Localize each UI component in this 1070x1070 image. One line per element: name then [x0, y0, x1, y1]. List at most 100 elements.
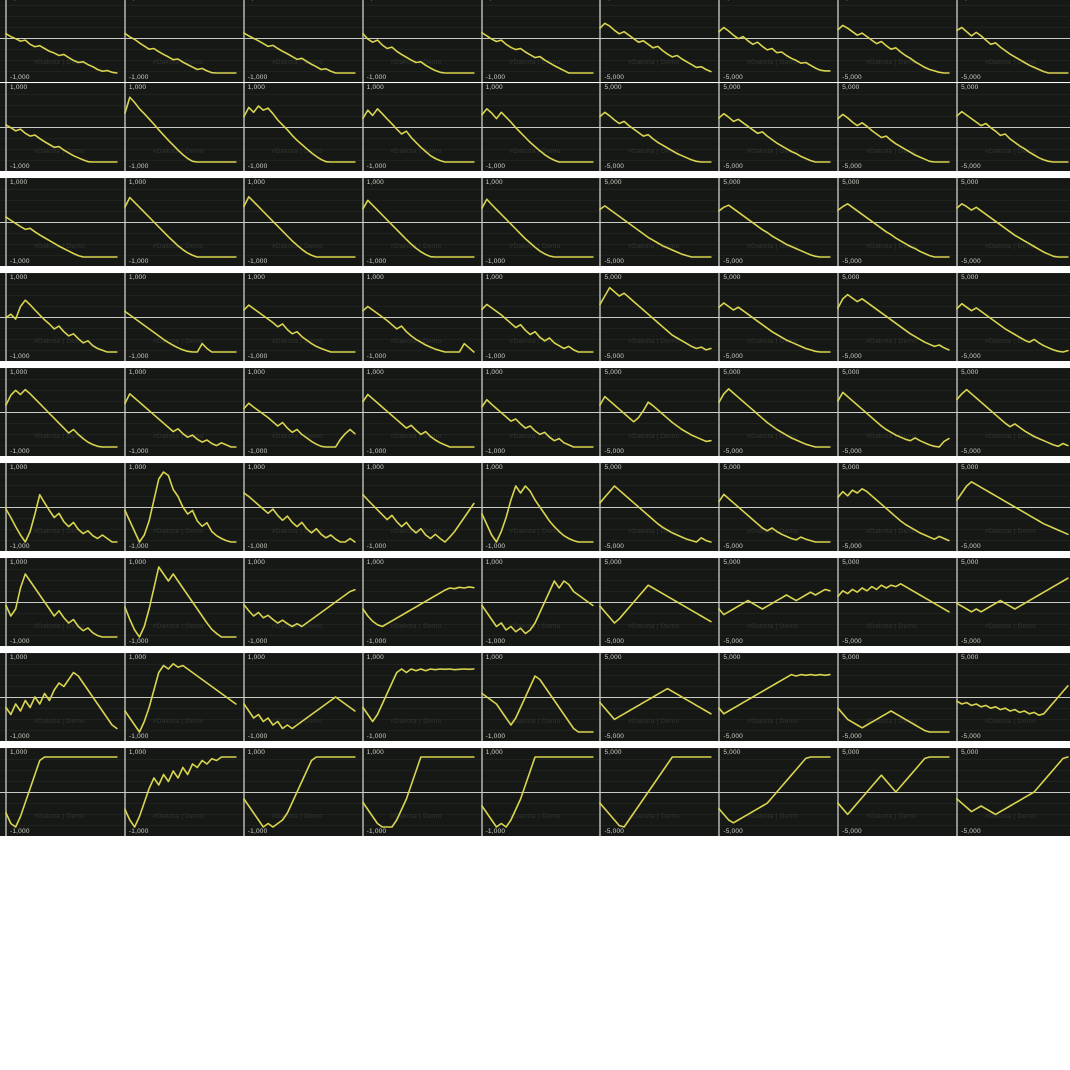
y-axis-line: [718, 0, 721, 82]
sparkline-panel[interactable]: #Dakota | Demo 5,000 -5,000: [951, 83, 1070, 171]
zero-reference-line: [118, 697, 238, 698]
y-axis-max-label: 1,000: [485, 749, 503, 756]
sparkline-panel[interactable]: #Dakota | Demo 1,000 -1,000: [0, 463, 119, 551]
sparkline-panel[interactable]: #Dakota | Demo 5,000 -5,000: [713, 178, 833, 266]
sparkline-panel[interactable]: #Dakota | Demo 1,000 -1,000: [237, 463, 357, 551]
sparkline-panel[interactable]: #Dakota | Demo 1,000 -1,000: [475, 368, 595, 456]
sparkline-panel[interactable]: #Dakota | Demo 1,000 -1,000: [237, 83, 357, 171]
sparkline-panel[interactable]: #Dakota | Demo 1,000 -1,000: [475, 273, 595, 361]
sparkline-panel[interactable]: #Dakota | Demo 1,000 -1,000: [356, 653, 476, 741]
sparkline-panel[interactable]: #Dakota | Demo 1,000 -1,000: [118, 463, 238, 551]
sparkline-panel[interactable]: #Dakota | Demo 1,000 -1,000: [118, 0, 238, 82]
sparkline-panel[interactable]: #Dakota | Demo 5,000 -5,000: [594, 368, 714, 456]
sparkline-panel[interactable]: #Dakota | Demo 5,000 -5,000: [594, 748, 714, 836]
sparkline-panel[interactable]: #Dakota | Demo 5,000 -5,000: [713, 748, 833, 836]
y-axis-min-label: -1,000: [485, 258, 506, 265]
sparkline-panel[interactable]: #Dakota | Demo 5,000 -5,000: [832, 558, 952, 646]
sparkline-panel[interactable]: #Dakota | Demo 5,000 -5,000: [713, 83, 833, 171]
sparkline-panel[interactable]: #Dakota | Demo 5,000 -5,000: [594, 0, 714, 82]
sparkline-panel[interactable]: #Dakota | Demo 5,000 -5,000: [832, 463, 952, 551]
sparkline-panel[interactable]: #Dakota | Demo 1,000 -1,000: [0, 83, 119, 171]
sparkline-panel[interactable]: #Dakota | Demo 5,000 -5,000: [951, 748, 1070, 836]
sparkline-panel[interactable]: #Dakota | Demo 1,000 -1,000: [0, 748, 119, 836]
sparkline-panel[interactable]: #Dakota | Demo 5,000 -5,000: [594, 273, 714, 361]
sparkline-panel[interactable]: #Dakota | Demo 5,000 -5,000: [832, 748, 952, 836]
sparkline-panel[interactable]: #Dakota | Demo 5,000 -5,000: [951, 463, 1070, 551]
sparkline-panel[interactable]: #Dakota | Demo 1,000 -1,000: [356, 748, 476, 836]
sparkline-panel[interactable]: #Dakota | Demo 5,000 -5,000: [951, 178, 1070, 266]
sparkline-panel[interactable]: #Dakota | Demo 5,000 -5,000: [594, 178, 714, 266]
sparkline-panel[interactable]: #Dakota | Demo 1,000 -1,000: [118, 748, 238, 836]
sparkline-panel[interactable]: #Dakota | Demo 5,000 -5,000: [713, 653, 833, 741]
sparkline-panel[interactable]: #Dakota | Demo 1,000 -1,000: [475, 558, 595, 646]
demo-watermark: #Dakota | Demo: [271, 528, 323, 535]
sparkline-panel[interactable]: #Dakota | Demo 5,000 -5,000: [951, 368, 1070, 456]
sparkline-panel[interactable]: #Dakota | Demo 1,000 -1,000: [118, 368, 238, 456]
sparkline-panel[interactable]: #Dakota | Demo 1,000 -1,000: [475, 748, 595, 836]
sparkline-panel[interactable]: #Dakota | Demo 5,000 -5,000: [713, 273, 833, 361]
sparkline-panel[interactable]: #Dakota | Demo 1,000 -1,000: [237, 178, 357, 266]
equity-curve-line: [0, 178, 119, 266]
sparkline-panel[interactable]: #Dakota | Demo 5,000 -5,000: [594, 558, 714, 646]
y-axis-max-label: 5,000: [604, 654, 622, 661]
sparkline-panel[interactable]: #Dakota | Demo 1,000 -1,000: [356, 558, 476, 646]
y-axis-min-label: -1,000: [366, 733, 387, 740]
sparkline-panel[interactable]: #Dakota | Demo 5,000 -5,000: [713, 368, 833, 456]
sparkline-panel[interactable]: #Dakota | Demo 5,000 -5,000: [832, 368, 952, 456]
sparkline-panel[interactable]: #Dakota | Demo 1,000 -1,000: [475, 653, 595, 741]
sparkline-panel[interactable]: #Dakota | Demo 5,000 -5,000: [951, 0, 1070, 82]
demo-watermark: #Dakota | Demo: [509, 433, 561, 440]
sparkline-panel[interactable]: #Dakota | Demo 5,000 -5,000: [832, 0, 952, 82]
sparkline-panel[interactable]: #Dakota | Demo 1,000 -1,000: [118, 273, 238, 361]
sparkline-panel[interactable]: #Dakota | Demo 5,000 -5,000: [832, 653, 952, 741]
sparkline-panel[interactable]: #Dakota | Demo 1,000 -1,000: [356, 83, 476, 171]
sparkline-panel[interactable]: #Dakota | Demo 1,000 -1,000: [0, 178, 119, 266]
sparkline-panel[interactable]: #Dakota | Demo 5,000 -5,000: [951, 273, 1070, 361]
sparkline-panel[interactable]: #Dakota | Demo 1,000 -1,000: [356, 368, 476, 456]
sparkline-panel[interactable]: #Dakota | Demo 1,000 -1,000: [237, 0, 357, 82]
sparkline-panel[interactable]: #Dakota | Demo 5,000 -5,000: [951, 653, 1070, 741]
y-axis-max-label: 1,000: [486, 0, 503, 2]
sparkline-panel[interactable]: #Dakota | Demo 1,000 -1,000: [237, 368, 357, 456]
sparkline-panel[interactable]: #Dakota | Demo 1,000 -1,000: [118, 178, 238, 266]
sparkline-panel[interactable]: #Dakota | Demo 1,000 -1,000: [118, 83, 238, 171]
sparkline-panel[interactable]: #Dakota | Demo 5,000 -5,000: [594, 83, 714, 171]
demo-watermark: #Dakota | Demo: [866, 528, 918, 535]
sparkline-panel[interactable]: #Dakota | Demo 1,000 -1,000: [475, 83, 595, 171]
sparkline-panel[interactable]: #Dakota | Demo 1,000 -1,000: [0, 558, 119, 646]
sparkline-panel[interactable]: #Dakota | Demo 1,000 -1,000: [237, 558, 357, 646]
sparkline-panel[interactable]: #Dakota | Demo 5,000 -5,000: [713, 558, 833, 646]
sparkline-panel[interactable]: #Dakota | Demo 1,000 -1,000: [237, 748, 357, 836]
sparkline-panel[interactable]: #Dakota | Demo 5,000 -5,000: [832, 83, 952, 171]
equity-curve-line: [0, 0, 119, 82]
sparkline-panel[interactable]: #Dakota | Demo 5,000 -5,000: [713, 463, 833, 551]
sparkline-panel[interactable]: #Dakota | Demo 1,000 -1,000: [356, 0, 476, 82]
sparkline-panel[interactable]: #Dakota | Demo 1,000 -1,000: [0, 368, 119, 456]
sparkline-panel[interactable]: #Dakota | Demo 5,000 -5,000: [951, 558, 1070, 646]
sparkline-panel[interactable]: #Dakota | Demo 1,000 -1,000: [237, 273, 357, 361]
sparkline-panel[interactable]: #Dakota | Demo 1,000 -1,000: [356, 463, 476, 551]
zero-reference-line: [475, 602, 595, 603]
sparkline-panel[interactable]: #Dakota | Demo 1,000 -1,000: [356, 273, 476, 361]
sparkline-panel[interactable]: #Dakota | Demo 5,000 -5,000: [713, 0, 833, 82]
y-axis-min-label: -5,000: [842, 828, 862, 835]
demo-watermark: #Dakota | Demo: [509, 718, 561, 725]
sparkline-panel[interactable]: #Dakota | Demo 1,000 -1,000: [475, 178, 595, 266]
y-axis-min-label: -1,000: [247, 74, 268, 81]
y-axis-min-label: -5,000: [723, 543, 743, 550]
sparkline-panel[interactable]: #Dakota | Demo 5,000 -5,000: [832, 273, 952, 361]
sparkline-panel[interactable]: #Dakota | Demo 1,000 -1,000: [475, 463, 595, 551]
sparkline-panel[interactable]: #Dakota | Demo 1,000 -1,000: [118, 558, 238, 646]
sparkline-panel[interactable]: #Dakota | Demo 1,000 -1,000: [0, 653, 119, 741]
sparkline-panel[interactable]: #Dakota | Demo 1,000 -1,000: [475, 0, 595, 82]
sparkline-panel[interactable]: #Dakota | Demo 1,000 -1,000: [118, 653, 238, 741]
sparkline-panel[interactable]: #Dakota | Demo 1,000 -1,000: [237, 653, 357, 741]
sparkline-panel[interactable]: #Dakota | Demo 5,000 -5,000: [594, 463, 714, 551]
sparkline-panel[interactable]: #Dakota | Demo 5,000 -5,000: [594, 653, 714, 741]
y-axis-max-label: 1,000: [247, 274, 266, 281]
sparkline-panel[interactable]: #Dakota | Demo 1,000 -1,000: [356, 178, 476, 266]
sparkline-panel[interactable]: #Dakota | Demo 1,000 -1,000: [0, 273, 119, 361]
sparkline-panel[interactable]: #Dakota | Demo 5,000 -5,000: [832, 178, 952, 266]
sparkline-panel[interactable]: #Dakota | Demo 1,000 -1,000: [0, 0, 119, 82]
zero-reference-line: [713, 127, 833, 128]
